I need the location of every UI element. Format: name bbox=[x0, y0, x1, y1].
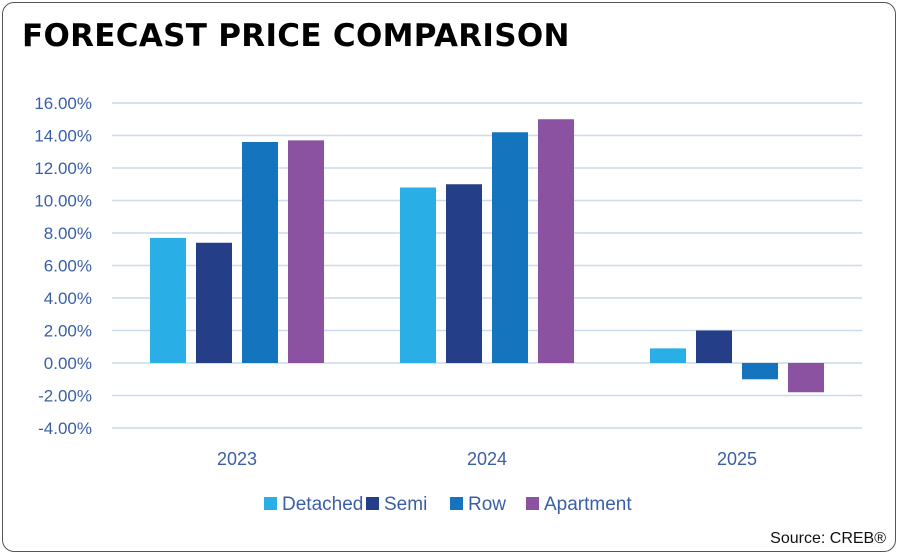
bar-semi-2023 bbox=[196, 242, 232, 363]
bar-apartment-2025 bbox=[788, 363, 824, 393]
legend-swatch bbox=[450, 497, 463, 510]
legend-label: Row bbox=[468, 494, 506, 515]
bar-row-2023 bbox=[242, 142, 278, 363]
bar-row-2025 bbox=[742, 363, 778, 380]
bar-row-2024 bbox=[492, 132, 528, 363]
y-tick-label: -4.00% bbox=[38, 419, 92, 438]
legend-swatch bbox=[526, 497, 539, 510]
bar-detached-2024 bbox=[400, 187, 436, 363]
y-tick-label: 12.00% bbox=[34, 159, 92, 178]
bar-semi-2025 bbox=[696, 330, 732, 363]
legend-swatch bbox=[366, 497, 379, 510]
legend-item-row: Row bbox=[450, 494, 506, 515]
x-category-label: 2023 bbox=[217, 449, 257, 469]
y-tick-label: 0.00% bbox=[44, 354, 92, 373]
bar-detached-2023 bbox=[150, 237, 186, 363]
bar-apartment-2023 bbox=[288, 140, 324, 363]
bar-detached-2025 bbox=[650, 348, 686, 363]
x-category-label: 2025 bbox=[717, 449, 757, 469]
legend-item-semi: Semi bbox=[366, 494, 427, 515]
y-tick-label: -2.00% bbox=[38, 387, 92, 406]
legend: Detached Semi Row Apartment bbox=[264, 494, 632, 515]
legend-item-detached: Detached bbox=[264, 494, 363, 515]
legend-label: Detached bbox=[282, 494, 363, 515]
bar-apartment-2024 bbox=[538, 119, 574, 363]
y-tick-label: 10.00% bbox=[34, 192, 92, 211]
y-tick-label: 8.00% bbox=[44, 224, 92, 243]
legend-item-apartment: Apartment bbox=[526, 494, 632, 515]
y-axis-tick-labels: -4.00% -2.00% 0.00% 2.00% 4.00% 6.00% 8.00% 10.… bbox=[34, 94, 92, 438]
chart-title: FORECAST PRICE COMPARISON bbox=[22, 18, 570, 54]
y-tick-label: 6.00% bbox=[44, 257, 92, 276]
y-tick-label: 14.00% bbox=[34, 127, 92, 146]
x-axis-category-labels: 2023 2024 2025 bbox=[217, 449, 757, 469]
legend-label: Apartment bbox=[544, 494, 632, 515]
bars bbox=[150, 119, 824, 393]
legend-swatch bbox=[264, 497, 277, 510]
bar-semi-2024 bbox=[446, 184, 482, 363]
x-category-label: 2024 bbox=[467, 449, 507, 469]
source-note: Source: CREB® bbox=[770, 530, 886, 547]
y-tick-label: 2.00% bbox=[44, 322, 92, 341]
y-tick-label: 16.00% bbox=[34, 94, 92, 113]
legend-label: Semi bbox=[384, 494, 427, 515]
gridlines bbox=[112, 102, 862, 429]
y-tick-label: 4.00% bbox=[44, 289, 92, 308]
